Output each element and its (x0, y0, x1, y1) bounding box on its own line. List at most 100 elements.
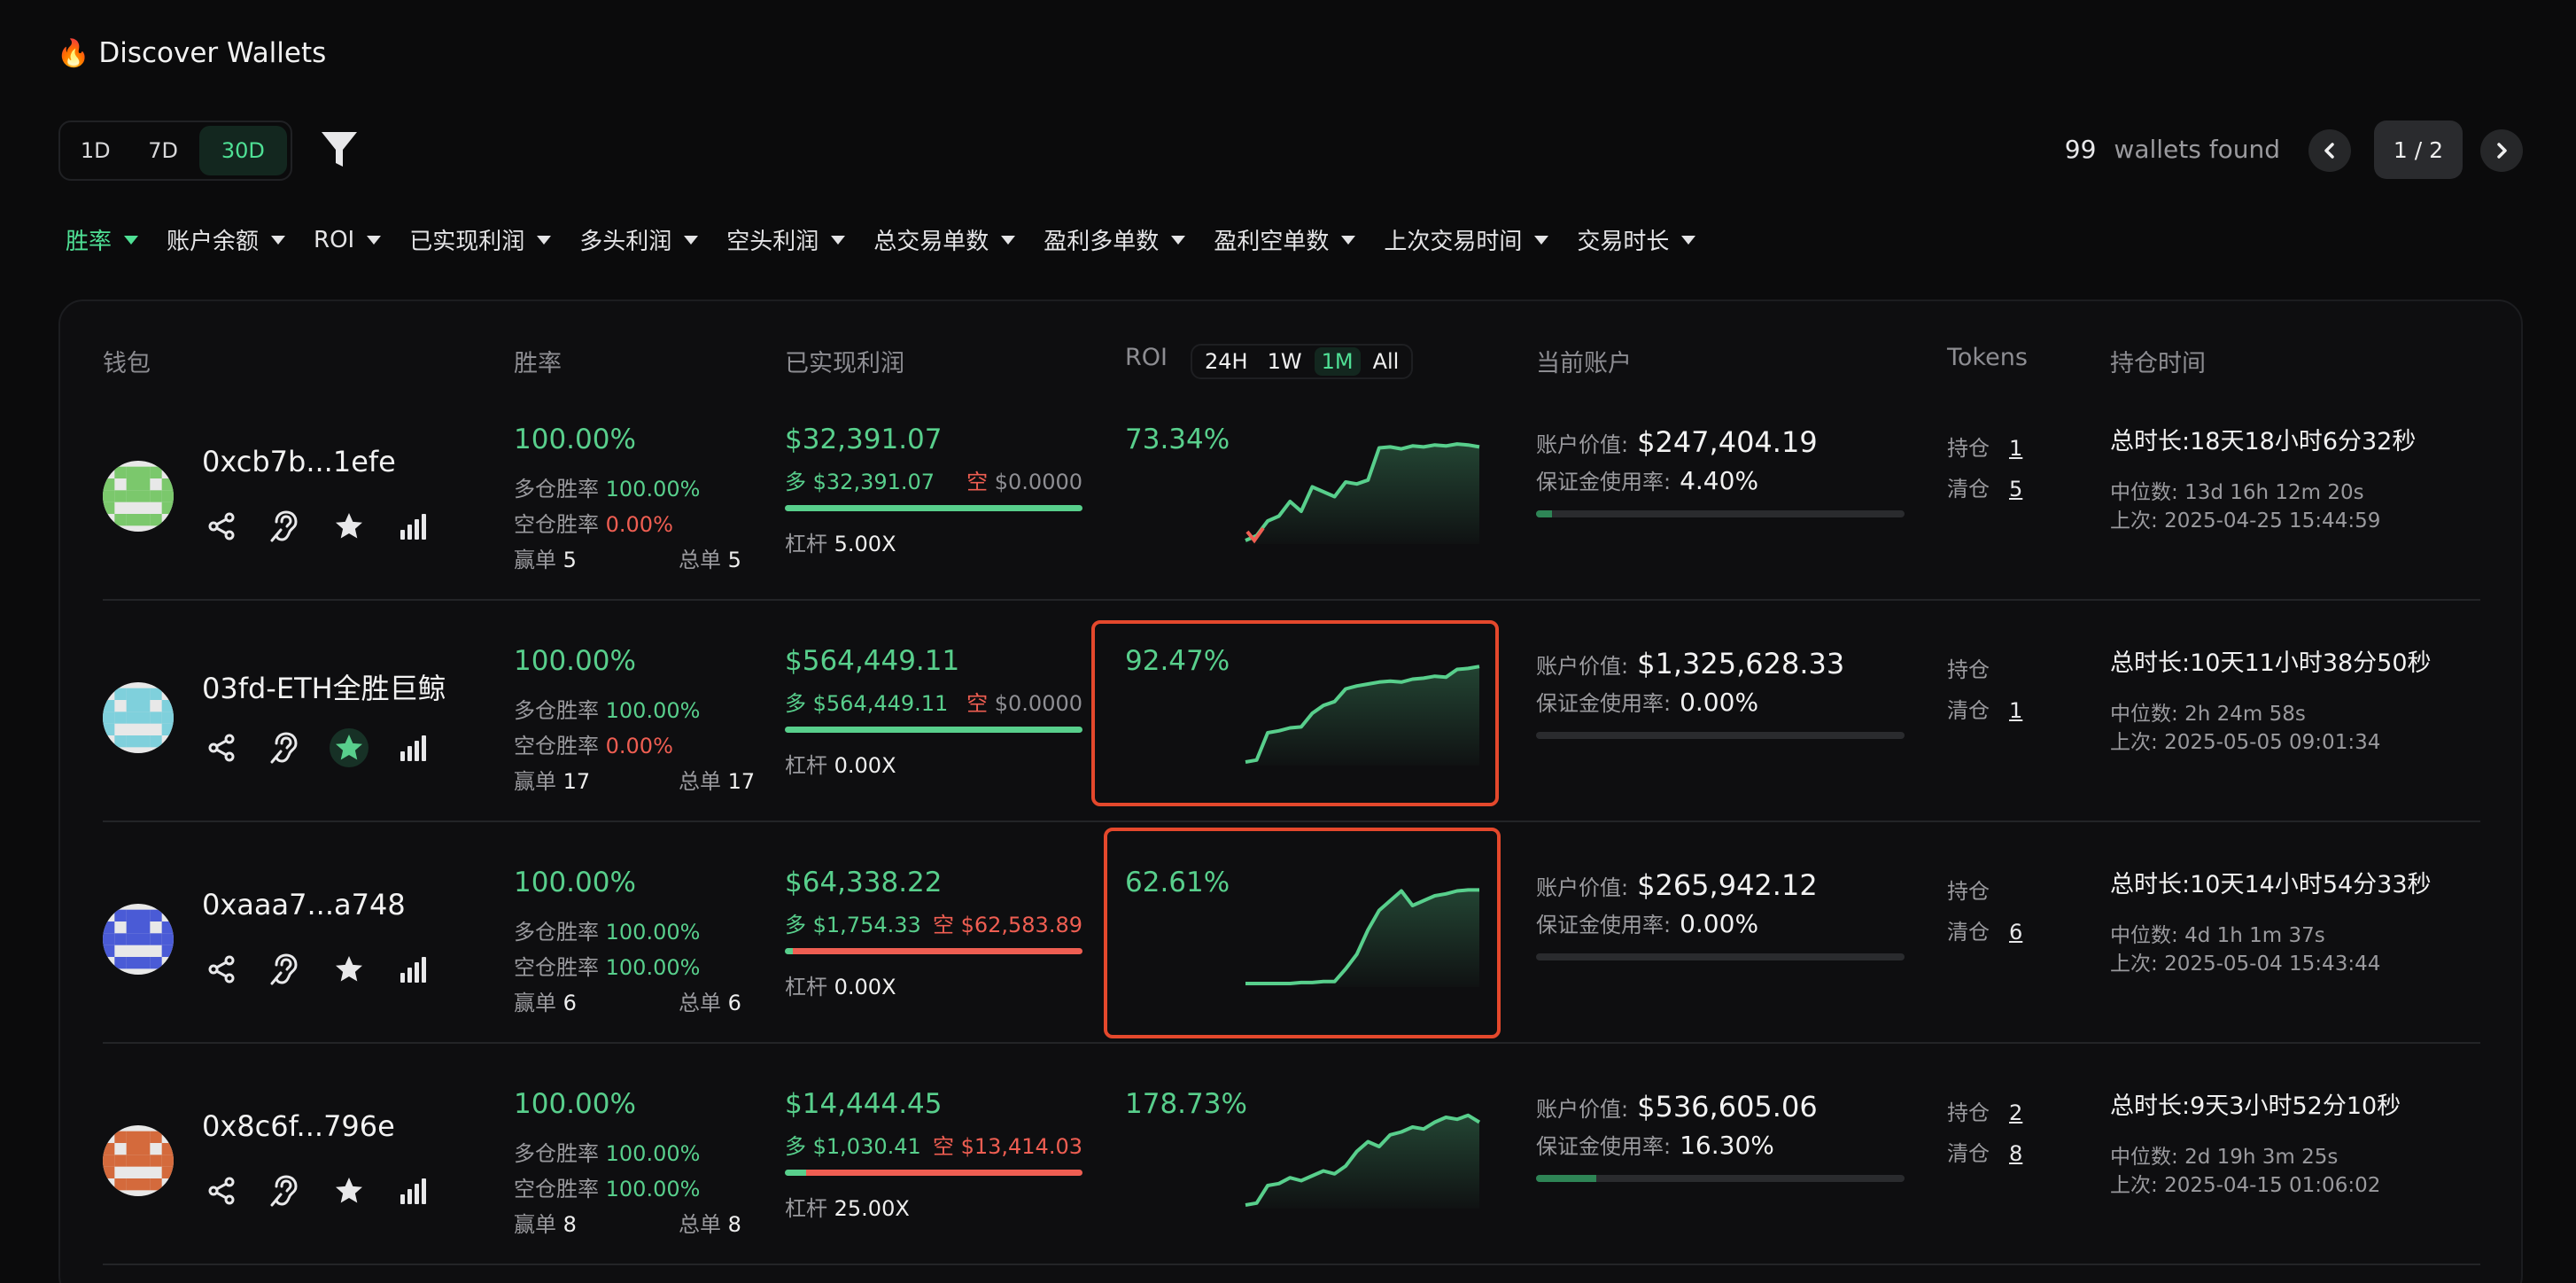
favorite-button[interactable] (330, 950, 369, 989)
listen-button[interactable] (266, 507, 305, 546)
holding-count-link[interactable]: 2 (2009, 1100, 2023, 1125)
total-count: 总单 5 (679, 542, 741, 573)
stats-button[interactable] (393, 507, 432, 546)
sort-last-trade[interactable]: 上次交易时间 (1384, 223, 1549, 256)
sort-balance[interactable]: 账户余额 (167, 223, 286, 256)
last-label: 上次: (2110, 1174, 2158, 1197)
sort-winrate[interactable]: 胜率 (66, 223, 139, 256)
sort-winning-shorts[interactable]: 盈利空单数 (1214, 223, 1356, 256)
holding-label: 持仓 (1947, 1100, 1990, 1125)
wallet-name[interactable]: 0xcb7b...1efe (202, 445, 396, 478)
short-profit-value: $13,414.03 (960, 1134, 1082, 1159)
period-1d-button[interactable]: 1D (80, 138, 111, 163)
sort-winning-longs[interactable]: 盈利多单数 (1044, 223, 1186, 256)
closed-label: 清仓 (1947, 1141, 1990, 1166)
leverage-label: 杠杆 (785, 1196, 827, 1221)
wins-label: 赢单 (514, 1212, 556, 1237)
wallet-name[interactable]: 0x8c6f...796e (202, 1109, 395, 1143)
total-value: 17 (727, 769, 756, 794)
share-button[interactable] (202, 950, 241, 989)
hold-last: 上次: 2025-05-05 09:01:34 (2110, 725, 2380, 755)
closed-count-link[interactable]: 1 (2009, 698, 2023, 723)
listen-button[interactable] (266, 950, 305, 989)
total-duration-value: 18天18小时6分32秒 (2190, 428, 2417, 455)
stats-button[interactable] (393, 1171, 432, 1210)
account-value: 账户价值: $247,404.19 (1536, 425, 1818, 459)
long-wr-value: 100.00% (605, 1141, 701, 1166)
period-30d-button[interactable]: 30D (198, 126, 287, 175)
holding-count-link[interactable]: 1 (2009, 436, 2023, 461)
sort-realized-profit[interactable]: 已实现利润 (409, 223, 552, 256)
caret-down-icon (1341, 235, 1356, 245)
listen-button[interactable] (266, 728, 305, 767)
sort-long-profit[interactable]: 多头利润 (579, 223, 699, 256)
avatar[interactable] (103, 1125, 174, 1196)
total-label: 总单 (679, 769, 721, 794)
total-label: 总单 (679, 548, 721, 572)
share-button[interactable] (202, 507, 241, 546)
closed-count-link[interactable]: 6 (2009, 920, 2023, 945)
stats-button[interactable] (393, 950, 432, 989)
margin-usage: 保证金使用率: 0.00% (1536, 907, 1758, 938)
hold-total-duration: 总时长:10天11小时38分50秒 (2110, 643, 2432, 678)
total-duration-value: 10天14小时54分33秒 (2190, 871, 2432, 898)
roi-tab-1w[interactable]: 1W (1267, 349, 1302, 374)
closed-count-link[interactable]: 5 (2009, 477, 2023, 502)
margin-value: 16.30% (1680, 1131, 1774, 1160)
hold-last: 上次: 2025-05-04 15:43:44 (2110, 946, 2380, 976)
short-label: 空 (932, 1134, 954, 1159)
sparkline-area (1245, 444, 1479, 544)
leverage-label: 杠杆 (785, 753, 827, 778)
total-value: 5 (727, 548, 741, 572)
listen-button[interactable] (266, 1171, 305, 1210)
win-rate: 100.00% (514, 867, 636, 898)
wallet-name[interactable]: 0xaaa7...a748 (202, 888, 406, 921)
margin-bar-fill (1536, 510, 1553, 517)
avatar-pixel-icon (103, 904, 174, 975)
closed-count-link[interactable]: 8 (2009, 1141, 2023, 1166)
share-button[interactable] (202, 728, 241, 767)
short-share-fill (793, 948, 1082, 954)
prev-page-button[interactable] (2308, 129, 2351, 172)
caret-down-icon (367, 235, 382, 245)
realized-profit: $32,391.07 (785, 424, 943, 455)
share-icon (208, 1177, 235, 1205)
favorite-button[interactable] (330, 728, 369, 767)
tokens-holding: 持仓 1 (1947, 431, 2022, 462)
sort-trade-duration[interactable]: 交易时长 (1577, 223, 1696, 256)
stats-button[interactable] (393, 728, 432, 767)
wallet-name[interactable]: 03fd-ETH全胜巨鲸 (202, 672, 446, 705)
roi-tab-24h[interactable]: 24H (1205, 349, 1248, 374)
row-divider (103, 599, 2480, 601)
favorite-button[interactable] (330, 1171, 369, 1210)
sort-roi[interactable]: ROI (314, 223, 382, 256)
roi-tab-all[interactable]: All (1372, 349, 1400, 374)
sort-total-trades[interactable]: 总交易单数 (873, 223, 1016, 256)
short-profit-value: $62,583.89 (960, 913, 1082, 937)
next-page-button[interactable] (2480, 129, 2523, 172)
leverage-value: 0.00X (834, 753, 896, 778)
median-value: 2d 19h 3m 25s (2184, 1146, 2339, 1169)
page-title-text: Discover Wallets (98, 37, 327, 69)
avatar[interactable] (103, 904, 174, 975)
long-short-bar (785, 1170, 1082, 1176)
total-count: 总单 8 (679, 1207, 741, 1238)
share-icon (208, 734, 235, 762)
roi-tab-1m[interactable]: 1M (1314, 347, 1361, 376)
favorite-button[interactable] (330, 507, 369, 546)
period-7d-button[interactable]: 7D (148, 138, 178, 163)
star-icon (336, 735, 362, 760)
sort-short-profit[interactable]: 空头利润 (726, 223, 846, 256)
wins-label: 赢单 (514, 548, 556, 572)
wallets-found-label: wallets found (2114, 135, 2280, 164)
filter-icon[interactable] (319, 128, 360, 172)
margin-usage: 保证金使用率: 4.40% (1536, 464, 1758, 495)
avatar[interactable] (103, 461, 174, 532)
avatar[interactable] (103, 682, 174, 753)
tokens-holding: 持仓 (1947, 874, 1990, 905)
share-button[interactable] (202, 1171, 241, 1210)
short-wr-label: 空仓胜率 (514, 1177, 599, 1201)
caret-down-icon (271, 235, 286, 245)
margin-bar-fill (1536, 1175, 1596, 1182)
short-profit: 空 $0.0000 (966, 464, 1082, 495)
